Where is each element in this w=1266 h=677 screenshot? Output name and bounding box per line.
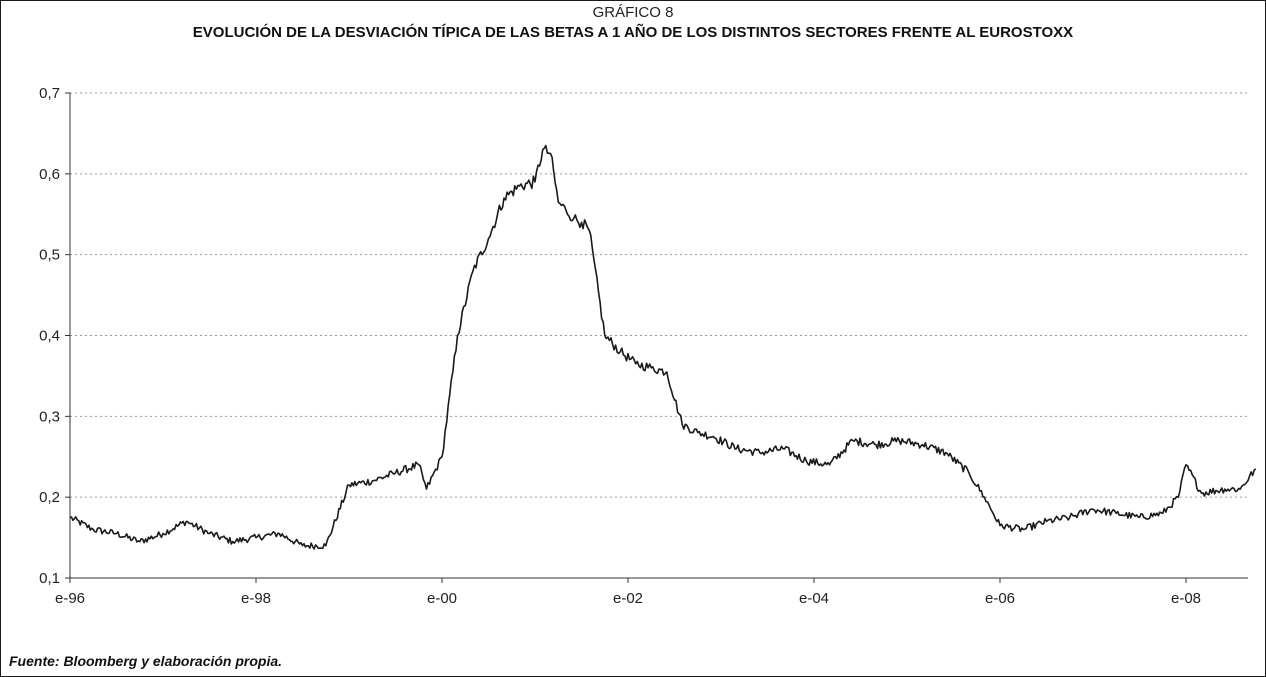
x-tick-label: e-96 [55, 590, 85, 607]
axes [65, 92, 1248, 583]
series-line [69, 144, 1257, 550]
y-tick-label: 0,4 [39, 328, 60, 345]
chart-kicker: GRÁFICO 8 [592, 4, 674, 21]
x-axis-labels: e-96 e-98 e-00 e-02 e-04 e-06 e-08 [55, 590, 1201, 607]
x-tick-label: e-06 [985, 590, 1015, 607]
source-note: Fuente: Bloomberg y elaboración propia. [9, 653, 283, 669]
y-tick-label: 0,5 [39, 247, 60, 264]
y-axis-labels: 0,1 0,2 0,3 0,4 0,5 0,6 0,7 [39, 85, 60, 587]
series-group [69, 144, 1257, 550]
gridlines [70, 92, 1248, 498]
y-tick-label: 0,6 [39, 166, 60, 183]
y-tick-label: 0,3 [39, 408, 60, 425]
x-tick-label: e-02 [613, 590, 643, 607]
chart-title: EVOLUCIÓN DE LA DESVIACIÓN TÍPICA DE LAS… [192, 24, 1074, 41]
y-tick-label: 0,7 [39, 85, 60, 102]
x-tick-label: e-08 [1171, 590, 1201, 607]
x-tick-label: e-00 [427, 590, 457, 607]
x-tick-label: e-98 [241, 590, 271, 607]
y-tick-label: 0,1 [39, 570, 60, 587]
y-tick-label: 0,2 [39, 489, 60, 506]
x-tick-label: e-04 [799, 590, 829, 607]
